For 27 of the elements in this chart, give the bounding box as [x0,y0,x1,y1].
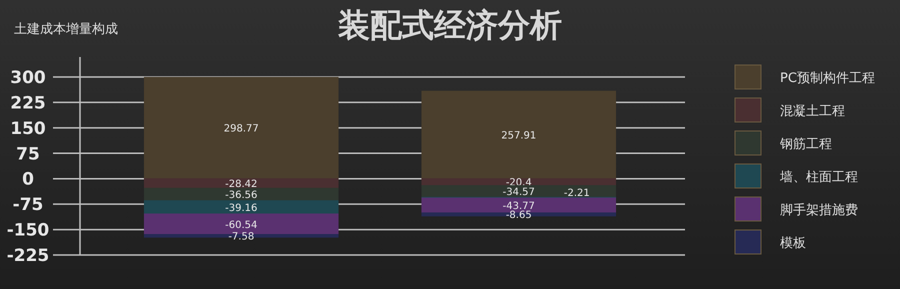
data-label: 298.77 [224,124,259,135]
data-label: -34.57 [502,186,535,198]
data-label: -28.42 [225,179,258,190]
y-tick-label: -150 [6,220,50,241]
y-tick-label: -75 [12,195,44,216]
data-label: -36.56 [225,190,258,202]
text: 混凝土工程 [780,104,845,119]
data-label: -39.16 [225,202,258,214]
data-label: 257.91 [501,130,536,142]
y-tick-label: 300 [10,68,46,88]
legend-label: 钢筋工程 [779,137,832,152]
title: 装配式经济分析 [338,6,562,44]
data-label: -2.21 [564,188,590,199]
text: PC预制构件工程 [780,71,875,86]
y-tick-label: 225 [10,93,46,114]
legend-label: 墙、柱面工程 [779,170,858,185]
data-label: -20.4 [506,178,532,189]
legend-label: 模板 [780,236,806,251]
y-tick-label: 150 [10,118,46,139]
ylabel: 土建成本增量构成 [14,22,118,37]
legend-label: 脚手架措施费 [780,203,858,218]
data-label: -8.65 [506,210,532,221]
y-tick-label: -225 [6,246,50,266]
data-label: -60.54 [225,220,258,231]
data-label: -7.58 [228,231,254,242]
y-tick-label: 75 [16,144,40,164]
y-tick-label: 0 [22,170,34,190]
